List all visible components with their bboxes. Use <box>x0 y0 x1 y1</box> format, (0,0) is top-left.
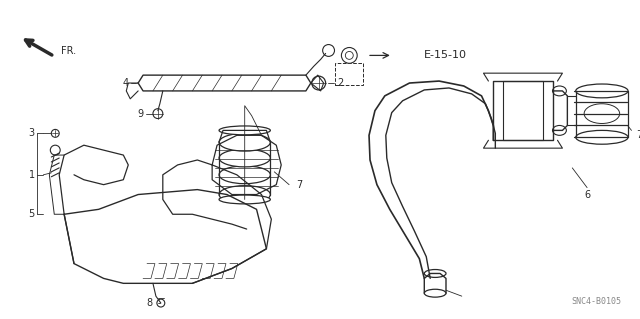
Circle shape <box>153 109 163 119</box>
Ellipse shape <box>219 186 270 204</box>
Ellipse shape <box>219 166 270 184</box>
Ellipse shape <box>219 195 270 204</box>
Text: E-15-10: E-15-10 <box>424 50 467 60</box>
Ellipse shape <box>584 104 620 123</box>
Text: 6: 6 <box>584 189 590 199</box>
Text: 1: 1 <box>29 170 35 180</box>
Text: 7: 7 <box>296 180 302 190</box>
Text: 2: 2 <box>337 78 344 88</box>
Ellipse shape <box>576 130 628 144</box>
Circle shape <box>51 145 60 155</box>
Ellipse shape <box>219 133 270 151</box>
Bar <box>335 63 363 85</box>
Circle shape <box>341 48 357 63</box>
Circle shape <box>157 299 164 307</box>
Ellipse shape <box>424 289 446 297</box>
Text: 8: 8 <box>147 298 153 308</box>
Text: 3: 3 <box>29 128 35 138</box>
Text: FR.: FR. <box>61 47 76 56</box>
Text: 5: 5 <box>28 209 35 219</box>
Text: SNC4-B0105: SNC4-B0105 <box>572 297 621 306</box>
Ellipse shape <box>552 125 566 135</box>
Ellipse shape <box>576 84 628 98</box>
Ellipse shape <box>219 149 270 167</box>
Ellipse shape <box>552 86 566 96</box>
Circle shape <box>312 76 326 90</box>
Ellipse shape <box>219 126 270 135</box>
Circle shape <box>51 130 60 137</box>
Circle shape <box>323 45 335 56</box>
Text: 9: 9 <box>137 108 143 119</box>
Text: 7: 7 <box>636 130 640 140</box>
Circle shape <box>346 51 353 59</box>
Ellipse shape <box>424 270 446 278</box>
Text: 4: 4 <box>122 78 128 88</box>
